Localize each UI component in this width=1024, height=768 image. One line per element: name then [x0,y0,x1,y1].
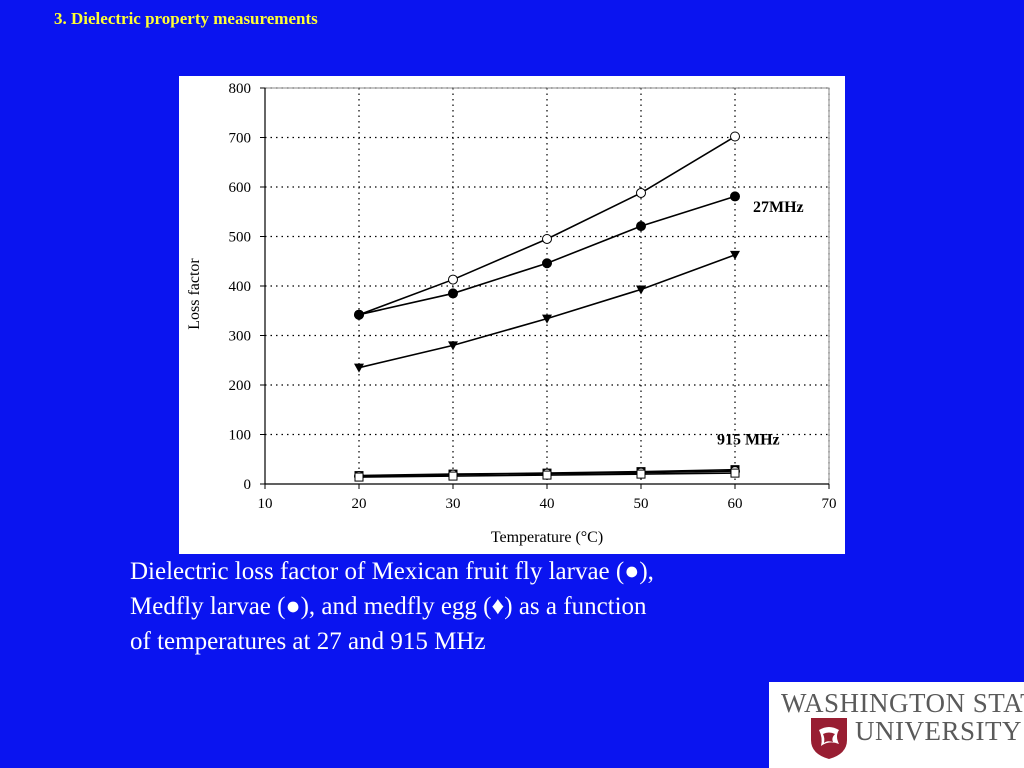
caption-line-2: Medfly larvae (●), and medfly egg (♦) as… [130,593,647,620]
y-tick-label: 400 [229,279,252,295]
x-tick-label: 30 [446,496,461,512]
data-point-open-circle [542,233,552,244]
data-point-filled-circle [542,258,552,269]
data-point-triangle [636,285,646,295]
wsu-logo: WASHINGTON STATE UNIVERSITY [769,682,1024,768]
data-point-open-circle [636,187,646,198]
series-1 [354,191,740,320]
data-point-filled-circle [730,191,740,202]
y-axis-title: Loss factor [186,258,203,330]
logo-line-2: UNIVERSITY [855,716,1022,746]
data-point-open-square [730,468,740,478]
data-point-open-square [542,470,552,480]
axes [260,87,830,489]
chart-panel: 0 100 200 300 400 500 600 700 800 10 20 30 40 50 60 70 T… [179,76,845,554]
series-2 [354,250,740,373]
frequency-annotation: 27MHz [753,199,804,216]
frequency-annotation: 915 MHz [717,431,780,448]
logo-line-1: WASHINGTON STATE [781,688,1024,718]
data-point-filled-circle [636,221,646,232]
data-point-open-circle [448,274,458,285]
data-point-open-square [448,471,458,481]
y-tick-label: 700 [229,131,252,147]
y-tick-label: 0 [244,477,252,493]
y-tick-label: 800 [229,81,252,97]
figure-caption: Dielectric loss factor of Mexican fruit … [130,554,870,659]
data-point-open-square [354,472,364,482]
series-line [358,195,736,316]
labels: 0 100 200 300 400 500 600 700 800 10 20 30 40 50 60 70 T… [186,81,837,546]
data-point-triangle [354,363,364,373]
series-5 [354,468,740,482]
data-point-filled-circle [354,309,364,320]
series [354,131,740,482]
x-tick-label: 40 [540,496,555,512]
data-point-open-circle [730,131,740,142]
data-point-triangle [448,341,458,351]
cougar-seal-icon [811,718,847,759]
slide-title: 3. Dielectric property measurements [54,9,318,28]
y-tick-label: 200 [229,378,252,394]
y-tick-label: 600 [229,180,252,196]
x-tick-label: 20 [352,496,367,512]
y-tick-label: 500 [229,230,252,246]
loss-factor-chart: 0 100 200 300 400 500 600 700 800 10 20 30 40 50 60 70 T… [186,81,837,546]
data-point-triangle [542,314,552,324]
data-point-open-square [636,469,646,479]
grid [265,87,830,484]
y-tick-label: 100 [229,428,252,444]
x-tick-label: 60 [728,496,743,512]
series-line [358,254,736,369]
x-tick-label: 50 [634,496,649,512]
data-point-triangle [730,250,740,260]
x-tick-label: 70 [822,496,837,512]
x-axis-title: Temperature (°C) [491,529,603,546]
caption-line-3: of temperatures at 27 and 915 MHz [130,628,486,655]
y-tick-label: 300 [229,329,252,345]
x-tick-label: 10 [258,496,273,512]
data-point-filled-circle [448,288,458,299]
caption-line-1: Dielectric loss factor of Mexican fruit … [130,558,654,585]
